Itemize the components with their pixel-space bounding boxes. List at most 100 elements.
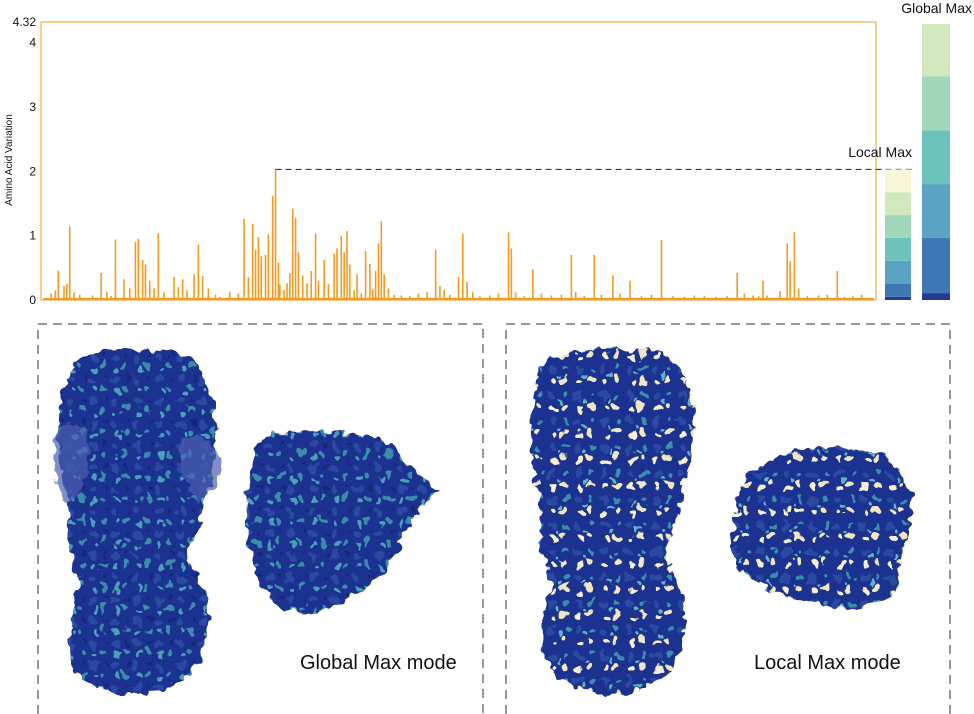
bar [106,291,108,300]
bar [417,293,420,300]
bar [283,289,285,300]
bar [356,274,358,300]
bar [177,287,180,300]
bar [507,232,510,300]
bar [817,295,820,300]
bar [600,294,603,300]
bar [144,264,147,300]
bar [201,276,204,300]
local-panel-caption: Local Max mode [754,652,901,674]
local-protein-top-view [731,446,913,609]
baseline [43,298,874,300]
bar [197,244,200,300]
bar [343,252,345,300]
bar [349,264,351,300]
bar [574,292,577,300]
bar [786,243,789,300]
bar [752,295,754,300]
bar [387,288,390,300]
bar [793,231,796,300]
bar [736,272,739,300]
bar [271,195,274,300]
colorbar-band [885,283,911,297]
bar [789,261,791,300]
y-tick-label: 0 [29,293,36,307]
bar [100,272,102,300]
bar [247,277,250,300]
local-max-panel: Local Max mode [505,323,951,714]
bar [323,260,325,300]
bar [181,279,184,300]
bar [434,249,437,300]
bar [327,283,330,300]
bar [353,290,355,300]
bar [514,292,517,300]
bar [374,271,377,300]
bar [340,235,343,300]
global-protein-top-view [245,431,438,613]
colorbar-band [885,260,911,284]
bar [660,240,663,300]
bar [449,294,451,300]
bar [540,293,543,300]
global-panel-caption: Global Max mode [300,652,457,674]
bar [766,295,769,300]
global-max-colorbar [922,24,950,300]
bar [550,295,553,300]
global-panel-border [37,323,484,714]
bar [593,254,596,300]
bar [457,276,460,300]
bar [289,272,291,300]
colorbar-band [922,293,950,300]
bar [251,224,254,300]
bar [91,295,94,300]
local-max-label: Local Max [848,144,912,160]
bar [836,271,839,300]
bar [650,294,653,300]
bars-group [43,169,874,300]
bar [54,290,57,300]
bar [229,292,231,300]
bar [297,252,300,300]
bar [291,208,294,300]
global-max-label: Global Max [901,0,972,16]
bar [629,280,631,300]
bar [510,248,513,300]
bar [257,236,260,300]
bar [123,279,125,300]
local-panel-border [505,323,951,714]
bar [163,292,165,300]
y-tick-label: 4 [29,36,36,50]
bar [762,280,764,300]
colorbar-band [922,184,950,238]
bar [237,293,240,300]
bar [137,238,140,300]
bar [371,289,374,300]
global-max-panel: Global Max mode [37,323,484,714]
bar [73,292,75,300]
bar [393,294,395,300]
y-axis-ticks: 0 1 2 3 4 4.32 [13,15,37,307]
colorbar-band [885,215,911,238]
bar [532,269,534,300]
bar [314,233,317,300]
bar [264,254,267,300]
bar [114,239,117,300]
plot-frame [40,21,877,301]
bar [214,294,217,300]
bar [560,294,563,300]
y-tick-label: 4.32 [13,15,37,29]
bar [63,285,65,300]
bar [310,271,313,300]
bar [471,292,474,300]
bar [277,262,280,300]
bar [207,288,210,300]
colorbar-band [922,237,950,294]
bar [186,290,188,300]
bar [286,283,288,300]
y-axis-label: Amino Acid Variation [4,114,15,206]
bar [57,270,60,300]
bar [336,248,338,300]
bar [377,243,380,300]
bar [466,281,468,300]
